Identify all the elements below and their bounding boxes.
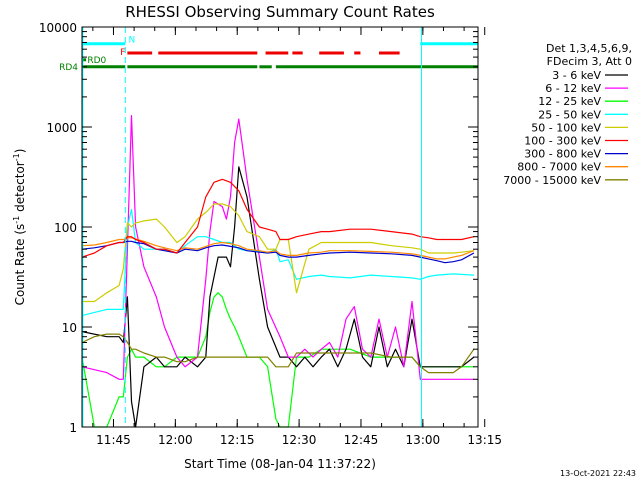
legend-header-line-1: Det 1,3,4,5,6,9,: [546, 42, 632, 55]
y-tick-label-3: 1000: [46, 121, 77, 135]
y-tick-label-2: 100: [54, 221, 77, 235]
x-tick-label-2: 12:15: [220, 433, 255, 447]
flag-label-RD4: RD4: [59, 63, 78, 73]
y-axis-label-sup2: -1: [12, 153, 21, 161]
legend-label-5: 100 - 300 keV: [524, 135, 601, 148]
y-axis-label-main: Count Rate (s: [13, 224, 27, 306]
legend-label-4: 50 - 100 keV: [531, 121, 601, 134]
series-line-3: [81, 208, 474, 317]
series-line-5: [81, 178, 475, 258]
y-tick-label-0: 1: [69, 421, 77, 435]
legend-header-line-2: FDecim 3, Att 0: [547, 55, 632, 68]
series-layer: [81, 114, 475, 428]
legend-label-6: 300 - 800 keV: [524, 148, 601, 161]
x-axis-label: Start Time (08-Jan-04 11:37:22): [184, 457, 376, 471]
x-tick-label-1: 12:00: [158, 433, 193, 447]
x-tick-label-4: 12:45: [344, 433, 379, 447]
legend-label-0: 3 - 6 keV: [552, 69, 601, 82]
legend-label-1: 6 - 12 keV: [545, 82, 601, 95]
series-line-4: [82, 203, 474, 303]
y-tick-label-4: 10000: [39, 21, 77, 35]
legend-label-7: 800 - 7000 keV: [517, 161, 601, 174]
flag-label-F: F: [120, 48, 125, 58]
chart-title: RHESSI Observing Summary Count Rates: [125, 3, 435, 21]
legend: Det 1,3,4,5,6,9, FDecim 3, Att 0 3 - 6 k…: [503, 42, 632, 187]
flag-label-RD0: RD0: [87, 56, 106, 66]
x-tick-label-6: 13:15: [467, 433, 502, 447]
series-line-8: [81, 333, 475, 374]
x-tick-label-0: 11:45: [96, 433, 131, 447]
x-tick-label-5: 13:00: [406, 433, 441, 447]
series-line-1: [81, 114, 474, 380]
flag-label-N: N: [129, 36, 136, 46]
y-axis-label: Count Rate (s-1 detector-1): [12, 149, 27, 306]
legend-label-8: 7000 - 15000 keV: [503, 174, 601, 187]
timestamp: 13-Oct-2021 22:43: [560, 469, 636, 478]
ticks-layer: 11:45 12:00 12:15 12:30 12:45 13:00 13:15 1 10 10…: [39, 21, 502, 447]
x-tick-label-3: 12:30: [282, 433, 317, 447]
series-line-0: [81, 166, 475, 428]
flags-layer: NF RD0 RD4: [59, 36, 478, 73]
legend-label-3: 25 - 50 keV: [538, 108, 601, 121]
y-axis-label-end: ): [13, 149, 27, 154]
legend-label-2: 12 - 25 keV: [538, 95, 601, 108]
series-line-6: [81, 240, 475, 264]
y-axis-label-sup1: -1: [12, 216, 21, 224]
y-axis-label-mid: detector: [13, 161, 27, 216]
y-tick-label-1: 10: [62, 321, 77, 335]
